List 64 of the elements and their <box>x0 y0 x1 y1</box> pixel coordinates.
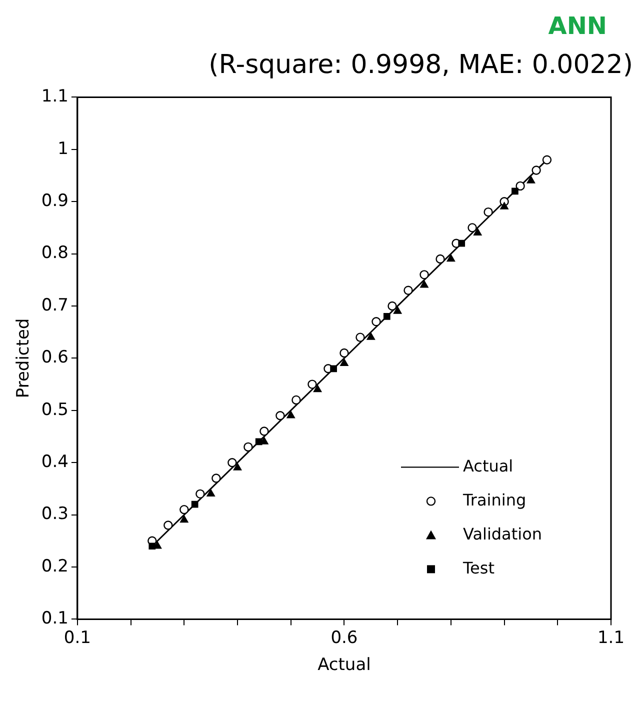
y-axis-title: Predicted <box>14 318 34 398</box>
point <box>233 463 242 470</box>
point <box>196 489 205 499</box>
point <box>500 202 508 210</box>
y-tick-label: 0.7 <box>41 295 68 316</box>
point <box>255 438 262 446</box>
y-tick-label: 0.9 <box>41 191 68 212</box>
point <box>388 301 397 311</box>
y-tick-label: 1 <box>58 138 68 159</box>
y-tick-label: 0.5 <box>41 400 68 420</box>
legend-label: Test <box>462 558 495 578</box>
point <box>206 489 215 497</box>
point <box>308 380 317 389</box>
point <box>366 332 375 340</box>
y-tick-label: 0.4 <box>41 452 68 472</box>
y-tick-label: 0.2 <box>41 556 68 576</box>
point <box>260 426 269 436</box>
point <box>512 188 518 195</box>
point <box>474 228 482 236</box>
point <box>340 358 348 366</box>
point <box>468 223 477 232</box>
point <box>542 155 552 164</box>
legend-label: Validation <box>463 524 542 544</box>
x-tick-label: 0.1 <box>64 628 91 648</box>
chart-subtitle: (R-square: 0.9998, MAE: 0.0022) <box>208 49 634 82</box>
y-tick-label: 0.3 <box>41 504 68 524</box>
point <box>532 166 541 175</box>
legend-label: Actual <box>463 456 514 476</box>
point <box>356 332 365 342</box>
legend-label: Training <box>462 490 526 510</box>
point <box>276 411 285 420</box>
y-tick-label: 0.1 <box>41 608 68 629</box>
point <box>228 458 237 468</box>
point <box>420 280 428 288</box>
point <box>383 313 390 320</box>
x-axis-title: Actual <box>318 655 371 676</box>
point <box>420 270 429 280</box>
point <box>212 474 221 483</box>
point <box>526 176 536 184</box>
chart-title: ANN <box>547 11 608 42</box>
point <box>180 515 188 523</box>
y-tick-label: 0.6 <box>41 348 68 368</box>
point <box>286 411 295 418</box>
point <box>244 442 253 452</box>
point <box>484 207 493 217</box>
point <box>191 500 198 508</box>
x-tick-label: 0.6 <box>330 628 358 648</box>
point <box>404 286 413 295</box>
point <box>148 542 156 550</box>
point <box>372 317 381 326</box>
point <box>180 504 189 514</box>
point <box>436 254 445 264</box>
point <box>330 365 337 372</box>
point <box>394 306 402 314</box>
x-tick-label: 1.1 <box>597 628 625 648</box>
y-tick-label: 1.1 <box>41 86 68 107</box>
point <box>340 348 349 358</box>
point <box>446 254 455 262</box>
point <box>292 395 301 405</box>
point <box>516 181 525 191</box>
point <box>164 520 173 530</box>
y-tick-label: 0.8 <box>41 243 68 264</box>
point <box>313 384 322 392</box>
point <box>458 240 466 247</box>
